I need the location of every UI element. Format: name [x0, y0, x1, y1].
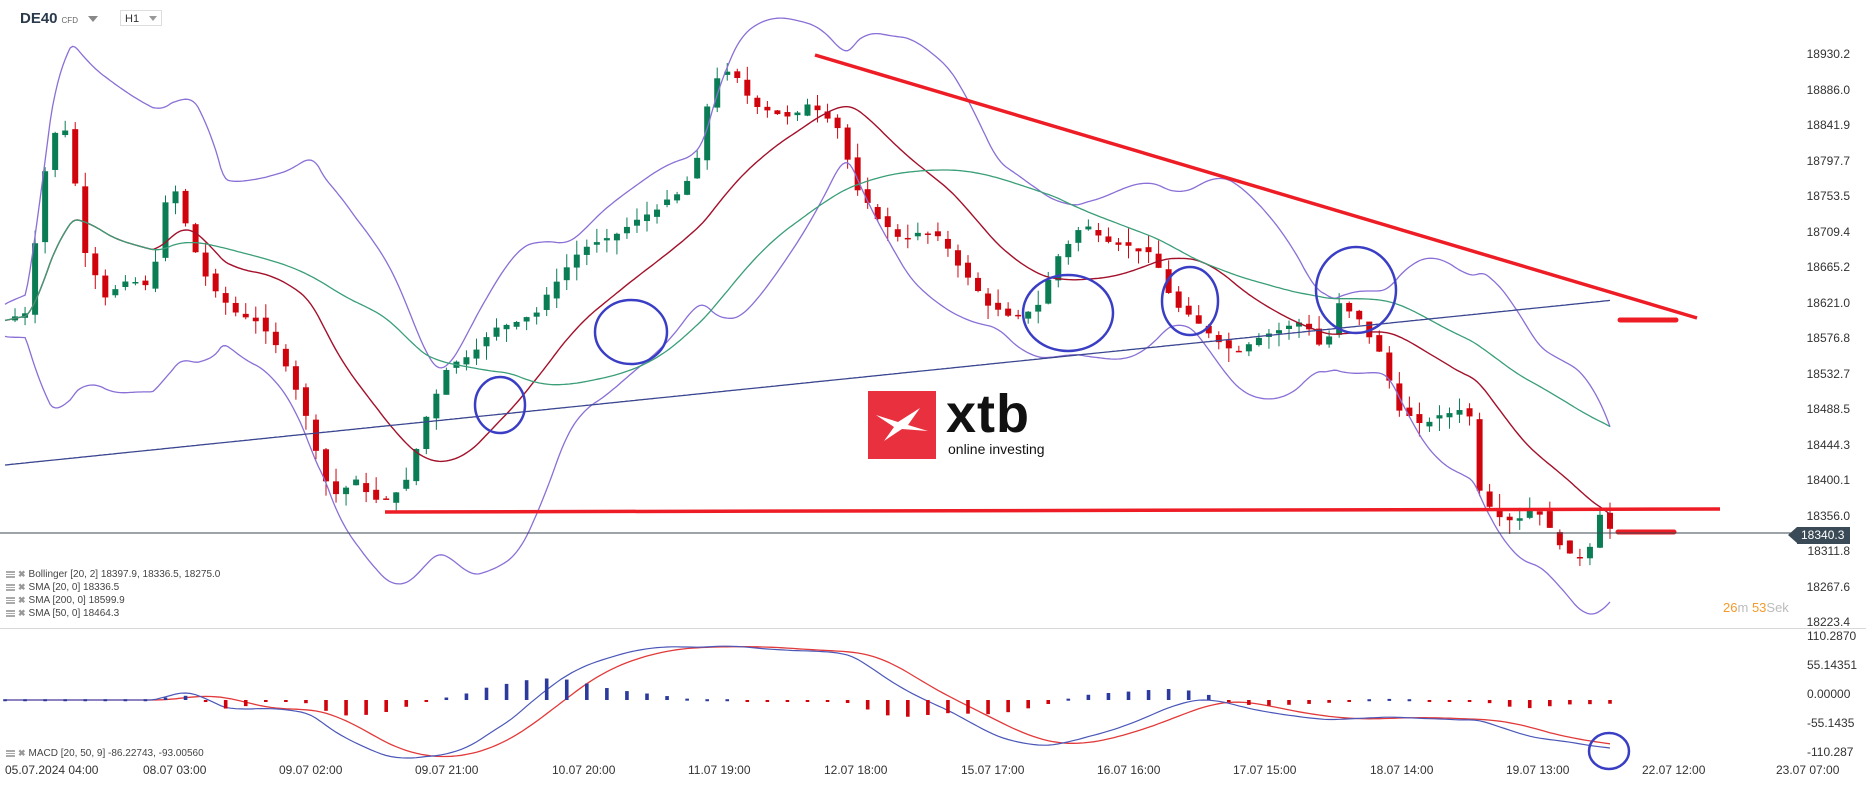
legend-bollinger-text: Bollinger [20, 2] 18397.9, 18336.5, 1827…: [28, 569, 221, 580]
time-axis-label: 08.07 03:00: [143, 763, 207, 777]
time-axis-label: 18.07 14:00: [1370, 763, 1434, 777]
price-axis-label: 18753.5: [1806, 189, 1850, 203]
price-axis-label: 18621.0: [1806, 295, 1850, 310]
settings-icon[interactable]: [6, 596, 15, 604]
time-axis-label: 09.07 02:00: [279, 763, 343, 777]
macd-axis-label: 110.2870: [1807, 629, 1857, 643]
price-axis-label: 18311.8: [1807, 544, 1851, 558]
chart-toolbar: DE40 CFD H1: [0, 0, 1866, 36]
chevron-down-icon: [87, 16, 98, 23]
macd-axis-label: -110.287: [1807, 745, 1854, 759]
countdown-seconds: 53: [1751, 600, 1767, 615]
time-axis-label: 19.07 13:00: [1506, 763, 1570, 777]
brand-tagline: online investing: [948, 441, 1045, 457]
current-price-tag: 18340.3: [1787, 527, 1851, 544]
close-icon[interactable]: ✖: [18, 608, 26, 618]
time-axis-label: 15.07 17:00: [961, 763, 1025, 777]
symbol-selector[interactable]: DE40 CFD: [20, 10, 98, 27]
close-icon[interactable]: ✖: [18, 595, 26, 605]
close-icon[interactable]: ✖: [18, 582, 26, 592]
price-axis-label: 18886.0: [1806, 82, 1850, 97]
legend-sma20-text: SMA [20, 0] 18336.5: [28, 582, 120, 593]
legend-sma50-text: SMA [50, 0] 18464.3: [28, 608, 120, 619]
settings-icon[interactable]: [6, 583, 15, 591]
time-axis-label: 10.07 20:00: [552, 763, 616, 777]
time-axis-label: 09.07 21:00: [415, 763, 479, 777]
legend-macd-text: MACD [20, 50, 9] -86.22743, -93.00560: [28, 748, 204, 759]
macd-axis-label: 55.14351: [1807, 658, 1858, 672]
legend-sma200-text: SMA [200, 0] 18599.9: [28, 595, 125, 606]
legend-sma20: ✖ SMA [20, 0] 18336.5: [6, 582, 119, 593]
time-axis-label: 12.07 18:00: [824, 763, 888, 777]
close-icon[interactable]: ✖: [18, 748, 26, 758]
legend-macd: ✖ MACD [20, 50, 9] -86.22743, -93.00560: [6, 748, 204, 759]
brand-name: xtb: [946, 384, 1030, 444]
xtb-x-icon: [868, 391, 936, 459]
countdown-seconds-unit: Sek: [1766, 600, 1789, 615]
price-axis-label: 18444.3: [1806, 437, 1850, 452]
time-axis-label: 22.07 12:00: [1642, 763, 1706, 777]
price-axis-label: 18400.1: [1806, 473, 1850, 487]
price-axis-label: 18532.7: [1806, 366, 1850, 381]
price-axis-label: 18576.8: [1806, 331, 1850, 345]
settings-icon[interactable]: [6, 749, 15, 757]
price-axis-label: 18709.4: [1806, 224, 1850, 239]
settings-icon[interactable]: [6, 609, 15, 617]
countdown-minutes-unit: m: [1737, 600, 1749, 615]
price-axis-label: 18797.7: [1806, 153, 1850, 168]
time-axis-label: 23.07 07:00: [1776, 763, 1840, 777]
close-icon[interactable]: ✖: [18, 569, 26, 579]
legend-bollinger: ✖ Bollinger [20, 2] 18397.9, 18336.5, 182…: [6, 569, 220, 580]
macd-axis-label: -55.1435: [1807, 716, 1855, 730]
symbol-type: CFD: [61, 16, 78, 25]
legend-sma200: ✖ SMA [200, 0] 18599.9: [6, 595, 125, 606]
symbol-name: DE40: [20, 10, 58, 27]
countdown-minutes: 26: [1723, 600, 1738, 615]
price-axis-label: 18841.9: [1806, 118, 1850, 132]
time-axis-label: 11.07 19:00: [688, 763, 751, 777]
time-axis-label: 16.07 16:00: [1097, 763, 1161, 777]
panel-divider[interactable]: [0, 628, 1866, 629]
price-axis-label: 18356.0: [1806, 508, 1850, 523]
candle-countdown: 26m 53Sek: [1723, 600, 1789, 615]
time-axis-label: 17.07 15:00: [1233, 763, 1297, 777]
timeframe-dropdown[interactable]: H1: [120, 10, 162, 26]
time-axis-label: 05.07.2024 04:00: [5, 763, 99, 777]
timeframe-value: H1: [125, 13, 140, 25]
chevron-down-icon: [149, 16, 157, 21]
price-axis-label: 18267.6: [1806, 579, 1850, 594]
settings-icon[interactable]: [6, 570, 15, 578]
macd-axis-label: 0.00000: [1807, 687, 1851, 701]
price-axis-label: 18930.2: [1806, 47, 1850, 61]
price-axis-label: 18223.4: [1806, 615, 1850, 629]
price-axis-label: 18488.5: [1806, 402, 1850, 416]
legend-sma50: ✖ SMA [50, 0] 18464.3: [6, 608, 119, 619]
price-axis-label: 18665.2: [1806, 260, 1850, 274]
